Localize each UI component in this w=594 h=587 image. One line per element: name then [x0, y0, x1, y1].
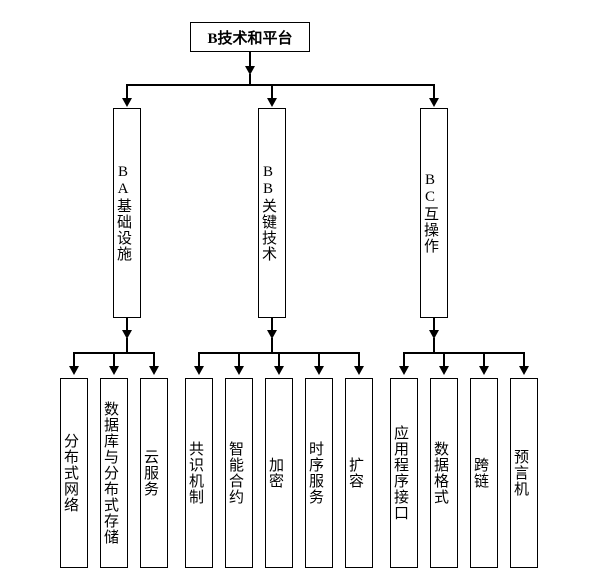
arrow-icon — [194, 366, 204, 375]
root-node: B技术和平台 — [190, 22, 310, 52]
connector-line — [433, 338, 435, 352]
leaf-node: 跨链 — [470, 378, 498, 568]
leaf-label: 跨链 — [470, 457, 491, 489]
leaf-label: 加密 — [265, 457, 286, 489]
level2-label: BC互操作 — [420, 172, 441, 254]
arrow-icon — [109, 366, 119, 375]
leaf-node: 数据库与分布式存储 — [100, 378, 128, 568]
connector-line — [73, 352, 75, 366]
arrow-icon — [314, 366, 324, 375]
arrow-icon — [429, 98, 439, 107]
arrow-icon — [519, 366, 529, 375]
connector-line — [271, 338, 273, 352]
level2-label: BA基础设施 — [113, 164, 134, 262]
level2-node-ba: BA基础设施 — [113, 108, 141, 318]
level2-node-bb: BB关键技术 — [258, 108, 286, 318]
connector-line — [433, 84, 435, 98]
level2-label: BB关键技术 — [258, 164, 279, 262]
connector-line — [318, 352, 320, 366]
leaf-node: 时序服务 — [305, 378, 333, 568]
leaf-label: 数据格式 — [430, 441, 451, 505]
leaf-label: 云服务 — [140, 449, 161, 497]
leaf-node: 数据格式 — [430, 378, 458, 568]
leaf-node: 云服务 — [140, 378, 168, 568]
arrow-icon — [69, 366, 79, 375]
connector-line — [358, 352, 360, 366]
arrow-icon — [234, 366, 244, 375]
arrow-icon — [479, 366, 489, 375]
leaf-label: 分布式网络 — [60, 433, 81, 513]
connector-line — [443, 352, 445, 366]
arrow-icon — [122, 98, 132, 107]
root-label: B技术和平台 — [207, 27, 292, 48]
leaf-label: 时序服务 — [305, 441, 326, 505]
leaf-node: 共识机制 — [185, 378, 213, 568]
connector-line — [249, 74, 251, 84]
connector-line — [238, 352, 240, 366]
connector-line — [127, 84, 435, 86]
leaf-label: 共识机制 — [185, 441, 206, 505]
connector-line — [198, 352, 200, 366]
arrow-icon — [267, 98, 277, 107]
connector-line — [523, 352, 525, 366]
leaf-node: 应用程序接口 — [390, 378, 418, 568]
connector-line — [403, 352, 405, 366]
level2-node-bc: BC互操作 — [420, 108, 448, 318]
arrow-icon — [439, 366, 449, 375]
leaf-label: 扩容 — [345, 457, 366, 489]
connector-line — [113, 352, 115, 366]
leaf-node: 预言机 — [510, 378, 538, 568]
connector-line — [153, 352, 155, 366]
connector-line — [403, 352, 525, 354]
leaf-label: 应用程序接口 — [390, 425, 411, 521]
connector-line — [278, 352, 280, 366]
leaf-node: 分布式网络 — [60, 378, 88, 568]
leaf-label: 数据库与分布式存储 — [100, 401, 121, 545]
connector-line — [271, 84, 273, 98]
leaf-node: 加密 — [265, 378, 293, 568]
arrow-icon — [399, 366, 409, 375]
connector-line — [483, 352, 485, 366]
leaf-node: 智能合约 — [225, 378, 253, 568]
arrow-icon — [354, 366, 364, 375]
arrow-icon — [149, 366, 159, 375]
arrow-icon — [274, 366, 284, 375]
leaf-label: 智能合约 — [225, 441, 246, 505]
connector-line — [126, 338, 128, 352]
connector-line — [126, 84, 128, 98]
leaf-node: 扩容 — [345, 378, 373, 568]
leaf-label: 预言机 — [510, 449, 531, 497]
